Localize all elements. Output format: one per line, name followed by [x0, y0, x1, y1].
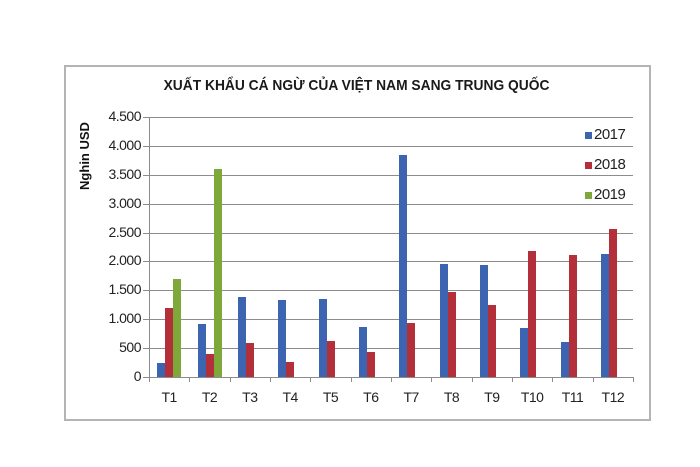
bar-2017-T5 [318, 299, 327, 377]
bar-2018-T8 [447, 292, 456, 377]
x-tick [431, 377, 433, 382]
legend-item-2017: 2017 [585, 126, 626, 156]
x-tick [391, 377, 392, 382]
legend: 2017 2018 2019 [585, 126, 626, 216]
gridline [149, 117, 633, 118]
bar-2017-T7 [399, 155, 408, 377]
gridline [149, 203, 633, 205]
bar-2017-T11 [560, 342, 569, 377]
y-tick [143, 117, 149, 118]
legend-item-2018: 2018 [585, 156, 626, 186]
legend-label: 2017 [594, 126, 626, 143]
x-tick-label: T11 [561, 389, 584, 405]
bar-2017-T6 [358, 326, 367, 377]
bar-2017-T9 [479, 265, 488, 377]
y-tick-label: 0 [133, 368, 142, 384]
y-tick [143, 261, 149, 263]
bar-2017-T4 [278, 300, 287, 377]
plot-area [143, 117, 634, 382]
legend-swatch-icon [585, 192, 592, 199]
y-tick-label: 3.000 [108, 194, 141, 211]
gridline [149, 348, 633, 350]
legend-swatch-icon [585, 162, 592, 169]
bar-2018-T7 [407, 322, 416, 377]
bar-2018-T3 [245, 342, 254, 377]
bar-2017-T12 [600, 253, 609, 377]
x-tick [310, 377, 312, 382]
y-tick-label: 4.000 [108, 136, 141, 153]
x-tick [229, 377, 231, 382]
x-tick-label: T6 [363, 389, 379, 405]
bar-2018-T4 [286, 361, 295, 377]
gridline [149, 174, 633, 176]
y-tick [143, 145, 149, 147]
x-tick [350, 377, 352, 382]
x-tick-label: T5 [322, 389, 339, 405]
chart-title: XUẤT KHẨU CÁ NGỪ CỦA VIỆT NAM SANG TRUNG… [163, 77, 550, 94]
legend-swatch-icon [585, 132, 592, 139]
x-tick [633, 377, 634, 382]
y-tick-label: 4.500 [108, 108, 141, 124]
x-tick [189, 377, 191, 382]
y-tick [143, 203, 149, 205]
y-tick [143, 377, 149, 378]
x-tick-label: T9 [484, 389, 500, 405]
bar-2018-T10 [528, 251, 537, 377]
bar-2017-T2 [197, 323, 206, 377]
bar-2019-T1 [173, 278, 182, 377]
x-tick [471, 377, 473, 382]
x-tick-label: T3 [242, 389, 258, 405]
y-tick-label: 500 [119, 339, 141, 356]
legend-label: 2019 [594, 186, 626, 203]
bar-2018-T5 [326, 341, 335, 377]
y-tick-label: 2.000 [108, 252, 141, 269]
x-tick [552, 377, 554, 382]
gridline [149, 232, 633, 234]
y-tick-label: 1.500 [108, 281, 141, 298]
x-tick [149, 377, 150, 382]
bar-2018-T12 [608, 229, 617, 377]
gridline [149, 319, 633, 321]
bar-2018-T2 [205, 353, 214, 377]
x-tick-label: T1 [161, 389, 177, 405]
chart-frame [64, 65, 651, 421]
gridline [149, 145, 633, 147]
bar-2019-T2 [213, 169, 222, 377]
bar-2017-T3 [237, 296, 246, 377]
y-tick-label: 1.000 [108, 310, 141, 327]
y-tick [143, 319, 149, 321]
bar-2018-T6 [366, 352, 375, 377]
bar-2017-T8 [439, 264, 448, 377]
bar-2017-T10 [520, 327, 529, 377]
bar-2018-T11 [568, 255, 577, 377]
x-tick [592, 377, 594, 382]
y-tick [143, 290, 149, 292]
y-tick [143, 232, 149, 234]
y-axis [149, 117, 150, 377]
x-tick [270, 377, 271, 382]
gridline [149, 261, 633, 263]
bar-2018-T1 [165, 308, 174, 377]
x-tick-label: T10 [520, 389, 544, 405]
bar-2018-T9 [487, 305, 496, 377]
legend-item-2019: 2019 [585, 186, 626, 216]
x-tick [512, 377, 513, 382]
gridline [149, 290, 633, 292]
x-tick-label: T2 [201, 389, 218, 405]
legend-label: 2018 [594, 156, 626, 173]
x-tick-label: T4 [282, 389, 298, 405]
y-tick-label: 3.500 [108, 165, 141, 182]
y-tick [143, 348, 149, 350]
x-tick-label: T8 [443, 389, 460, 405]
x-tick-label: T7 [403, 389, 419, 405]
y-tick [143, 174, 149, 176]
x-tick-label: T12 [601, 389, 625, 405]
bar-2017-T1 [157, 363, 166, 377]
y-tick-label: 2.500 [108, 223, 141, 240]
